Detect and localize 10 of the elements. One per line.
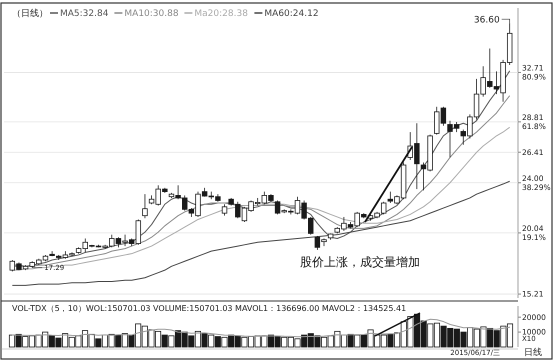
chart-title: VOL-TDX（5，10）WOL:150701.03 VOLUME:150701.03 MAVOL1：136696.00 MAVOL2：134525.41 [12,304,406,313]
annotation: 股价上涨，成交量增加 [300,255,420,269]
legend-label: MA60:24.12 [264,9,319,19]
legend-label: Ma20:28.38 [194,9,248,19]
annotation: 36.60 [474,15,500,26]
text: 日线 [524,347,542,358]
line-series [11,318,511,338]
chart-title: （日线） [12,8,48,19]
legend-label: MA5:32.84 [60,9,109,19]
legend-label: MA10:30.88 [124,9,179,19]
